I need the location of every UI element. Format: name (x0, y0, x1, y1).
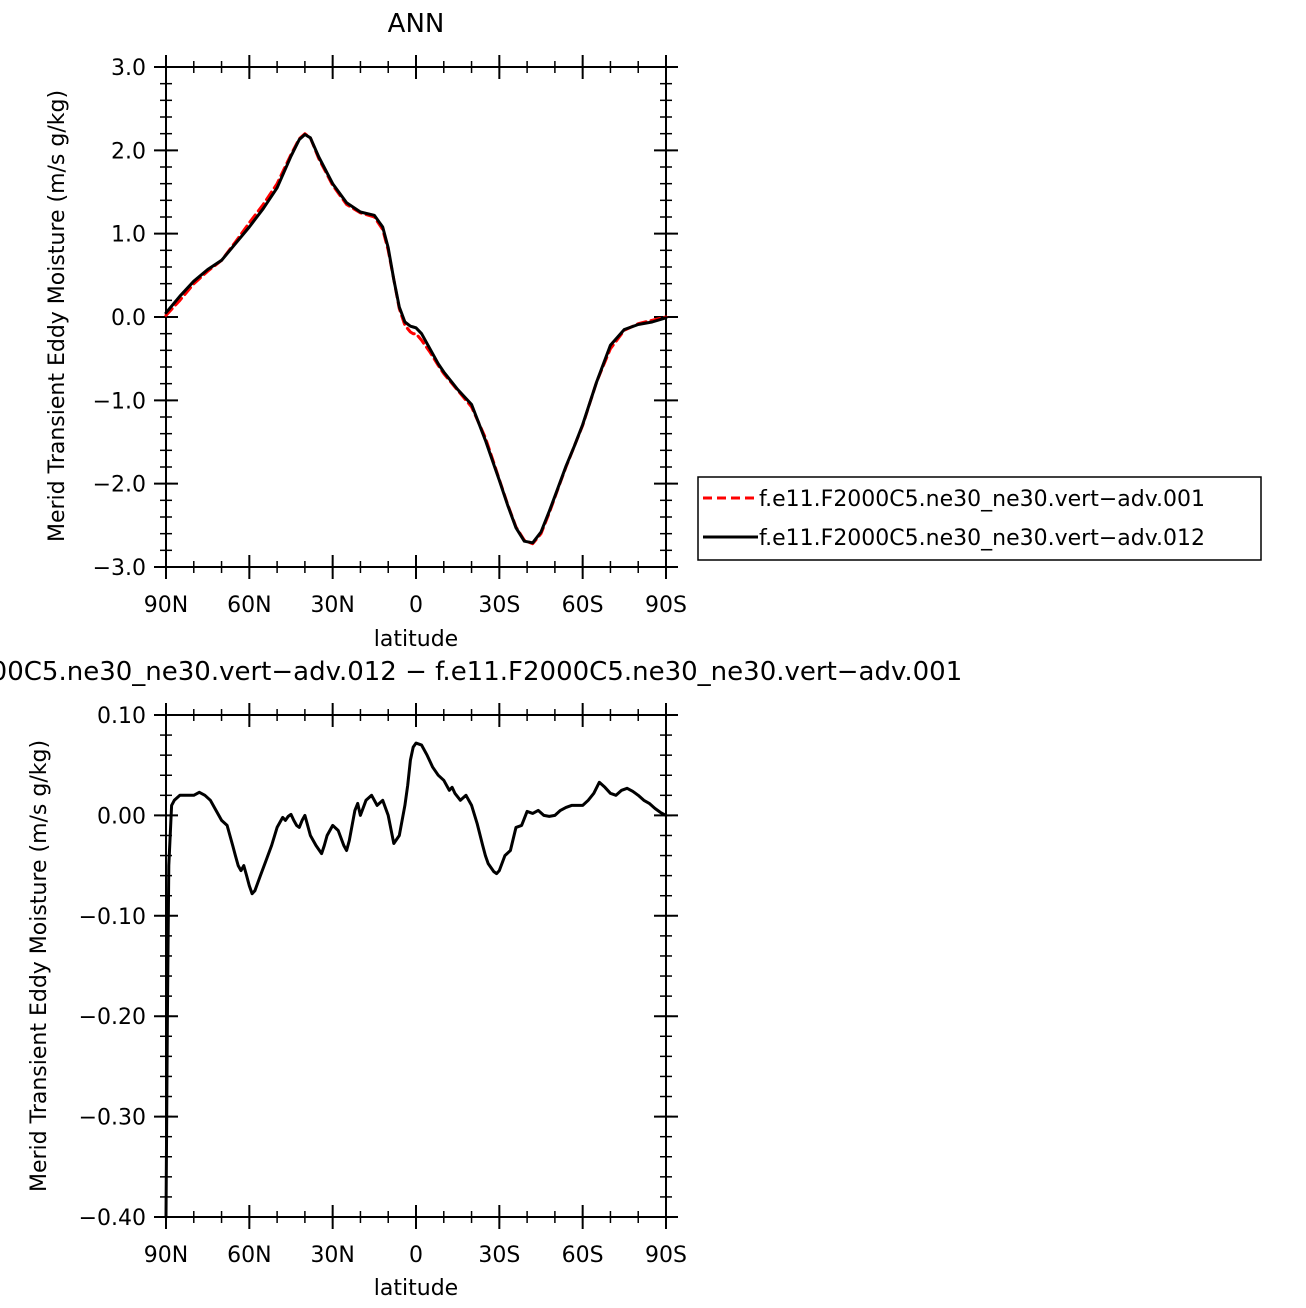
bottom-y-axis-label: Merid Transient Eddy Moisture (m/s g/kg) (27, 740, 52, 1192)
x-tick-label: 30N (310, 593, 354, 618)
top-series-group (164, 132, 668, 546)
y-tick-label: −2.0 (93, 473, 146, 498)
y-tick-label: 0.0 (111, 306, 146, 331)
y-tick-label: 0.10 (97, 704, 146, 729)
x-tick-label: 30S (478, 593, 520, 618)
top-ticks (154, 55, 678, 579)
top-x-axis-label: latitude (374, 627, 458, 652)
legend-label-series-1: f.e11.F2000C5.ne30_ne30.vert−adv.012 (759, 526, 1205, 551)
bottom-series-group (164, 741, 668, 1219)
bottom-x-axis-label: latitude (374, 1276, 458, 1301)
x-tick-label: 60S (562, 593, 604, 618)
bottom-x-tick-labels: 90N 60N 30N 0 30S 60S 90S (144, 1243, 687, 1268)
bottom-y-tick-labels: 0.10 0.00 −0.10 −0.20 −0.30 −0.40 (79, 704, 146, 1231)
x-tick-label: 90N (144, 593, 188, 618)
x-tick-label: 30S (478, 1243, 520, 1268)
x-tick-label: 0 (409, 593, 423, 618)
y-tick-label: 1.0 (111, 223, 146, 248)
bottom-panel: f.e11.F2000C5.ne30_ne30.vert−adv.012 − f… (0, 657, 962, 1301)
series-line-1 (164, 133, 668, 545)
top-panel: ANN 3.0 2.0 1.0 0.0 −1.0 −2.0 −3.0 90N 60N 30N 0 3… (45, 9, 1262, 652)
x-tick-label: 60S (562, 1243, 604, 1268)
top-title: ANN (388, 9, 445, 39)
top-legend: f.e11.F2000C5.ne30_ne30.vert−adv.001 f.e… (697, 476, 1262, 561)
series-line-0 (164, 741, 668, 1219)
y-tick-label: −0.40 (79, 1206, 146, 1231)
x-tick-label: 90N (144, 1243, 188, 1268)
x-tick-label: 30N (310, 1243, 354, 1268)
legend-label-series-0: f.e11.F2000C5.ne30_ne30.vert−adv.001 (759, 487, 1205, 512)
x-tick-label: 90S (645, 1243, 687, 1268)
y-tick-label: 2.0 (111, 139, 146, 164)
top-y-axis-label: Merid Transient Eddy Moisture (m/s g/kg) (45, 90, 70, 542)
y-tick-label: −0.10 (79, 905, 146, 930)
y-tick-label: −0.30 (79, 1106, 146, 1131)
top-plot-frame (165, 66, 667, 568)
y-tick-label: 3.0 (111, 56, 146, 81)
bottom-plot-frame (165, 714, 667, 1218)
x-tick-label: 90S (645, 593, 687, 618)
top-x-tick-labels: 90N 60N 30N 0 30S 60S 90S (144, 593, 687, 618)
x-tick-label: 60N (227, 593, 271, 618)
x-tick-label: 60N (227, 1243, 271, 1268)
y-tick-label: 0.00 (97, 804, 146, 829)
legend-box (697, 476, 1262, 561)
series-line-0 (164, 132, 668, 546)
bottom-title: f.e11.F2000C5.ne30_ne30.vert−adv.012 − f… (0, 657, 962, 687)
y-tick-label: −1.0 (93, 389, 146, 414)
x-tick-label: 0 (409, 1243, 423, 1268)
top-y-tick-labels: 3.0 2.0 1.0 0.0 −1.0 −2.0 −3.0 (93, 56, 146, 581)
y-tick-label: −0.20 (79, 1005, 146, 1030)
y-tick-label: −3.0 (93, 556, 146, 581)
